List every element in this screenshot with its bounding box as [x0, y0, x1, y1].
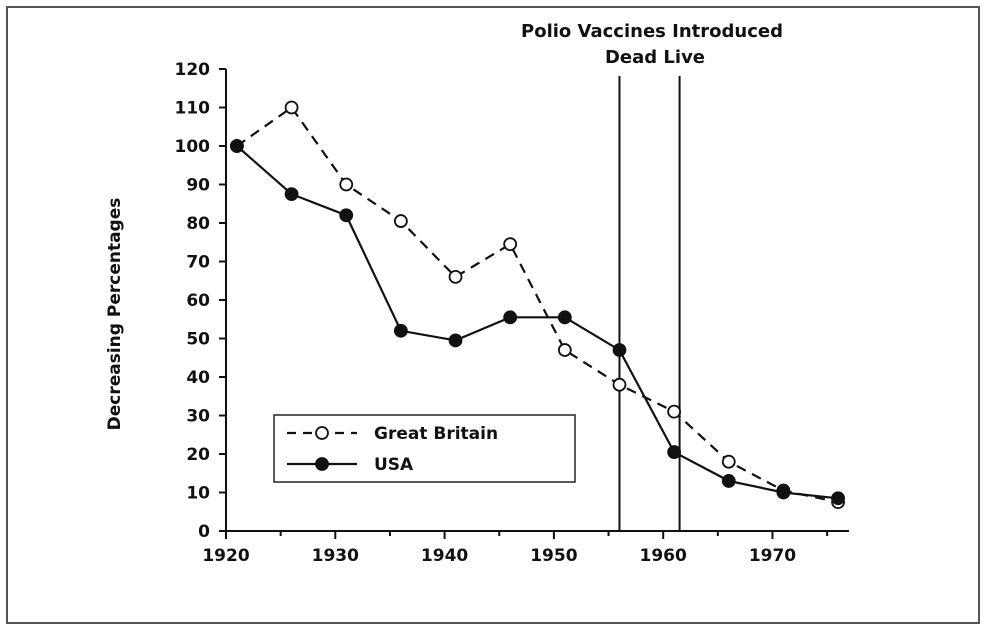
data-point-usa	[448, 333, 463, 348]
data-point-great-britain	[503, 237, 518, 252]
x-tick-label: 1940	[421, 546, 468, 566]
data-point-great-britain	[667, 404, 682, 419]
legend-marker-usa	[315, 457, 329, 471]
data-point-usa	[612, 343, 627, 357]
legend-label-great-britain: Great Britain	[374, 424, 498, 444]
y-tick-label: 80	[186, 214, 210, 234]
data-point-usa	[284, 187, 299, 202]
y-axis-title: Decreasing Percentages	[105, 198, 125, 431]
series-line-usa	[236, 145, 839, 500]
axes: 0 10 20 30 40 50 60 70 80 90 100 110 120 1920 1930 1940…	[105, 60, 849, 566]
y-tick-label: 50	[186, 330, 210, 350]
x-tick-label: 1970	[749, 546, 796, 566]
y-tick-label: 20	[186, 445, 210, 465]
series	[230, 100, 845, 510]
y-tick-label: 10	[186, 484, 210, 504]
data-point-great-britain	[612, 377, 627, 392]
data-point-great-britain	[557, 343, 572, 357]
y-tick-label: 120	[175, 60, 211, 80]
x-tick-label: 1920	[202, 546, 249, 566]
legend-label-usa: USA	[374, 455, 414, 475]
x-tick-label: 1950	[530, 546, 577, 566]
x-tick-label: 1960	[640, 546, 687, 566]
data-point-usa	[503, 310, 518, 325]
data-point-usa	[776, 485, 791, 500]
legend: Great Britain USA	[273, 414, 576, 483]
y-tick-label: 70	[186, 253, 210, 273]
y-tick-label: 60	[186, 291, 210, 311]
legend-box	[273, 414, 576, 483]
data-point-great-britain	[339, 177, 354, 192]
y-tick-label: 40	[186, 368, 210, 388]
data-point-great-britain	[448, 269, 463, 284]
data-point-usa	[721, 474, 736, 488]
annotation-title-line2: Dead Live	[605, 47, 705, 68]
data-point-usa	[831, 491, 845, 506]
annotation-title-line1: Polio Vaccines Introduced	[521, 21, 783, 42]
series-line-great-britain	[236, 105, 839, 504]
data-point-great-britain	[393, 214, 408, 228]
data-point-usa	[230, 139, 244, 153]
chart-frame	[6, 6, 980, 624]
data-point-usa	[667, 445, 682, 459]
y-tick-label: 100	[175, 137, 211, 157]
y-tick-label: 30	[186, 407, 210, 427]
x-tick-label: 1930	[312, 546, 359, 566]
y-tick-label: 0	[198, 522, 210, 542]
y-tick-label: 110	[175, 99, 211, 119]
data-point-great-britain	[284, 100, 299, 115]
y-tick-label: 90	[186, 176, 210, 196]
data-point-usa	[339, 208, 354, 223]
data-point-usa	[557, 310, 572, 325]
data-point-usa	[393, 323, 408, 338]
legend-marker-great-britain	[315, 426, 329, 440]
data-point-great-britain	[721, 454, 736, 469]
